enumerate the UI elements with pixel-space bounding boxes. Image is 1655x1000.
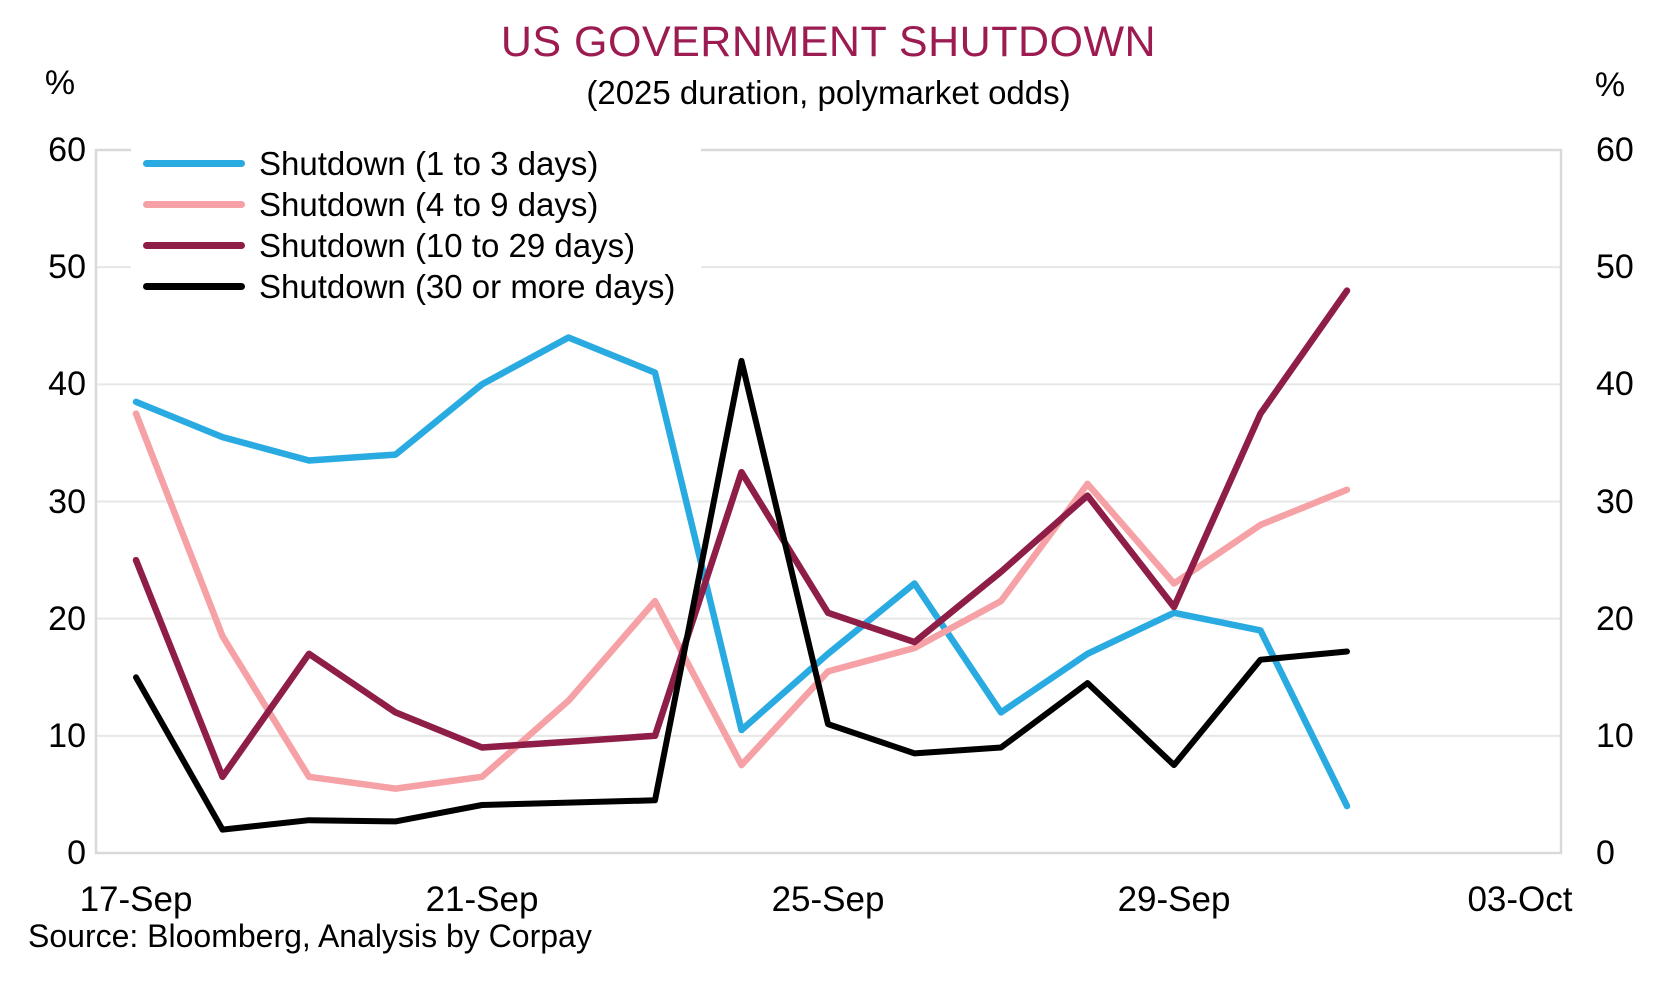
legend-swatch-icon bbox=[143, 283, 245, 290]
legend-item: Shutdown (1 to 3 days) bbox=[143, 143, 675, 184]
legend-item: Shutdown (30 or more days) bbox=[143, 266, 675, 307]
legend-label: Shutdown (10 to 29 days) bbox=[259, 226, 636, 264]
y-tick-label-left: 10 bbox=[48, 716, 86, 755]
source-note: Source: Bloomberg, Analysis by Corpay bbox=[28, 918, 592, 954]
y-tick-label-left: 0 bbox=[67, 834, 86, 872]
y-tick-label-right: 20 bbox=[1596, 599, 1634, 638]
x-tick-label: 21-Sep bbox=[425, 880, 539, 919]
legend-swatch-icon bbox=[143, 160, 245, 167]
y-tick-label-right: 40 bbox=[1596, 365, 1634, 404]
plot-border bbox=[94, 148, 1563, 855]
legend-swatch-icon bbox=[143, 242, 245, 249]
series-line-shutdown-30-or-more-days- bbox=[133, 357, 1350, 833]
legend-label: Shutdown (4 to 9 days) bbox=[259, 185, 599, 223]
series-line-shutdown-4-to-9-days- bbox=[132, 410, 1351, 792]
series-line-shutdown-1-to-3-days- bbox=[132, 334, 1351, 810]
y-tick-label-right: 10 bbox=[1596, 716, 1634, 755]
x-tick-label: 29-Sep bbox=[1117, 880, 1231, 919]
x-tick-label: 17-Sep bbox=[79, 880, 193, 919]
y-tick-label-left: 20 bbox=[48, 599, 86, 638]
chart-title: US GOVERNMENT SHUTDOWN bbox=[500, 18, 1157, 66]
y-tick-label-right: 0 bbox=[1596, 834, 1615, 872]
legend-swatch-icon bbox=[143, 201, 245, 208]
right-axis-unit-label: % bbox=[1594, 66, 1626, 104]
x-tick-label: 03-Oct bbox=[1467, 880, 1573, 919]
series-line-shutdown-10-to-29-days- bbox=[132, 287, 1351, 781]
y-tick-label-right: 50 bbox=[1596, 248, 1634, 287]
y-tick-label-left: 30 bbox=[48, 482, 86, 521]
legend: Shutdown (1 to 3 days) Shutdown (4 to 9 d… bbox=[131, 141, 702, 311]
legend-label: Shutdown (1 to 3 days) bbox=[259, 144, 599, 182]
legend-label: Shutdown (30 or more days) bbox=[259, 267, 676, 305]
chart-subtitle: (2025 duration, polymarket odds) bbox=[586, 74, 1071, 111]
y-tick-label-right: 30 bbox=[1596, 482, 1634, 521]
legend-item: Shutdown (10 to 29 days) bbox=[143, 225, 675, 266]
y-tick-label-left: 50 bbox=[48, 248, 86, 287]
left-axis-unit-label: % bbox=[44, 64, 76, 102]
y-tick-label-left: 40 bbox=[48, 365, 86, 404]
y-tick-label-right: 60 bbox=[1596, 131, 1634, 169]
y-tick-label-left: 60 bbox=[48, 131, 86, 169]
legend-item: Shutdown (4 to 9 days) bbox=[143, 184, 675, 225]
x-tick-label: 25-Sep bbox=[771, 880, 885, 919]
